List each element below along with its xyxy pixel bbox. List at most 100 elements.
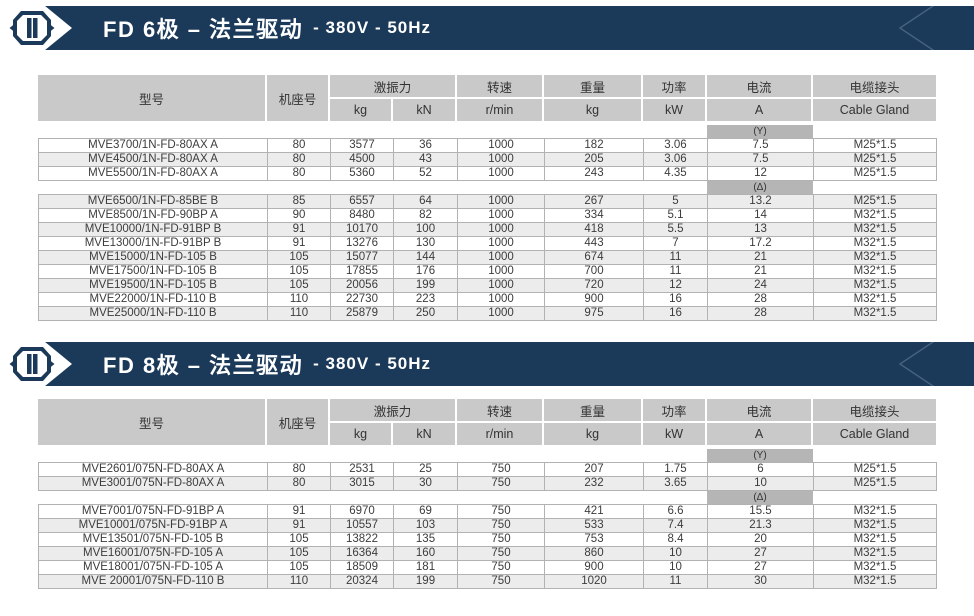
connection-marker-row: (Δ) — [38, 491, 936, 504]
col-unit-force-kn: kN — [393, 99, 455, 121]
value-cell: 1000 — [457, 236, 545, 251]
model-cell: MVE10000/1N-FD-91BP B — [38, 222, 268, 237]
section-banner-fd6: FD 6极 – 法兰驱动 - 380V - 50Hz — [8, 6, 974, 50]
col-header-current: 电流 — [707, 75, 811, 97]
spec-group-table: MVE6500/1N-FD-85BE B 85 6557 64 1000 267 5 13.2… — [38, 194, 937, 321]
value-cell: M32*1.5 — [813, 208, 937, 223]
value-cell: 110 — [267, 574, 331, 589]
value-cell: 182 — [544, 138, 644, 153]
col-unit-speed: r/min — [457, 99, 542, 121]
value-cell: 27 — [707, 546, 814, 561]
value-cell: 3577 — [330, 138, 394, 153]
value-cell: 750 — [457, 462, 545, 477]
value-cell: 30 — [393, 476, 458, 491]
value-cell: 267 — [544, 194, 644, 209]
model-cell: MVE18001/075N-FD-105 A — [38, 560, 268, 575]
value-cell: M32*1.5 — [813, 560, 937, 575]
value-cell: 334 — [544, 208, 644, 223]
col-header-speed: 转速 — [457, 399, 542, 421]
value-cell: 80 — [267, 476, 331, 491]
model-cell: MVE16001/075N-FD-105 A — [38, 546, 268, 561]
value-cell: 103 — [393, 518, 458, 533]
value-cell: 7.5 — [707, 152, 814, 167]
model-cell: MVE17500/1N-FD-105 B — [38, 264, 268, 279]
table-row: MVE7001/075N-FD-91BP A 91 6970 69 750 421 6.6 1… — [38, 504, 937, 519]
col-unit-weight: kg — [544, 99, 641, 121]
connection-marker: (Y) — [707, 125, 813, 138]
value-cell: 4500 — [330, 152, 394, 167]
col-header-gland: 电缆接头 — [813, 75, 936, 97]
table-row: MVE17500/1N-FD-105 B 105 17855 176 1000 700 11… — [38, 264, 937, 279]
model-cell: MVE13501/075N-FD-105 B — [38, 532, 268, 547]
value-cell: 105 — [267, 250, 331, 265]
table-row: MVE2601/075N-FD-80AX A 80 2531 25 750 207 1.75… — [38, 462, 937, 477]
col-header-speed: 转速 — [457, 75, 542, 97]
chevron-left-decoration-icon — [898, 342, 935, 386]
value-cell: 25879 — [330, 306, 394, 321]
value-cell: M32*1.5 — [813, 574, 937, 589]
value-cell: 130 — [393, 236, 458, 251]
spec-group-table: MVE3700/1N-FD-80AX A 80 3577 36 1000 182 3.06 7… — [38, 138, 937, 181]
banner-title: FD 8极 – 法兰驱动 — [103, 353, 304, 378]
value-cell: 1000 — [457, 138, 545, 153]
model-cell: MVE 20001/075N-FD-110 B — [38, 574, 268, 589]
value-cell: 110 — [267, 306, 331, 321]
value-cell: 6557 — [330, 194, 394, 209]
value-cell: 20324 — [330, 574, 394, 589]
value-cell: M25*1.5 — [813, 152, 937, 167]
value-cell: 250 — [393, 306, 458, 321]
motor-brand-icon — [9, 347, 55, 381]
value-cell: M32*1.5 — [813, 532, 937, 547]
col-header-force: 激振力 — [330, 399, 455, 421]
value-cell: M25*1.5 — [813, 194, 937, 209]
value-cell: 421 — [544, 504, 644, 519]
table-row: MVE8500/1N-FD-90BP A 90 8480 82 1000 334 5.1 14… — [38, 208, 937, 223]
value-cell: 16 — [643, 292, 708, 307]
value-cell: 28 — [707, 292, 814, 307]
value-cell: 10 — [643, 560, 708, 575]
value-cell: 7 — [643, 236, 708, 251]
value-cell: 13 — [707, 222, 814, 237]
value-cell: 181 — [393, 560, 458, 575]
banner-subtitle: - 380V - 50Hz — [313, 354, 432, 373]
connection-marker-row: (Δ) — [38, 181, 936, 194]
model-cell: MVE3001/075N-FD-80AX A — [38, 476, 268, 491]
value-cell: M32*1.5 — [813, 250, 937, 265]
motor-brand-icon — [9, 11, 55, 45]
value-cell: 6970 — [330, 504, 394, 519]
table-row: MVE6500/1N-FD-85BE B 85 6557 64 1000 267 5 13.2… — [38, 194, 937, 209]
spec-group-table: MVE2601/075N-FD-80AX A 80 2531 25 750 207 1.75… — [38, 462, 937, 491]
value-cell: M25*1.5 — [813, 138, 937, 153]
value-cell: 100 — [393, 222, 458, 237]
value-cell: 750 — [457, 546, 545, 561]
value-cell: 16 — [643, 306, 708, 321]
value-cell: 10 — [643, 546, 708, 561]
value-cell: 1000 — [457, 194, 545, 209]
value-cell: 105 — [267, 532, 331, 547]
value-cell: 750 — [457, 476, 545, 491]
value-cell: 18509 — [330, 560, 394, 575]
value-cell: 24 — [707, 278, 814, 293]
value-cell: 3.06 — [643, 152, 708, 167]
value-cell: 36 — [393, 138, 458, 153]
table-row: MVE16001/075N-FD-105 A 105 16364 160 750 860 1… — [38, 546, 937, 561]
value-cell: M32*1.5 — [813, 278, 937, 293]
model-cell: MVE15000/1N-FD-105 B — [38, 250, 268, 265]
col-unit-current: A — [707, 423, 811, 445]
value-cell: 82 — [393, 208, 458, 223]
value-cell: 52 — [393, 166, 458, 181]
col-unit-force-kg: kg — [330, 99, 391, 121]
model-cell: MVE4500/1N-FD-80AX A — [38, 152, 268, 167]
value-cell: 85 — [267, 194, 331, 209]
model-cell: MVE19500/1N-FD-105 B — [38, 278, 268, 293]
value-cell: M32*1.5 — [813, 292, 937, 307]
value-cell: 443 — [544, 236, 644, 251]
banner-title: FD 6极 – 法兰驱动 — [103, 17, 304, 42]
value-cell: 418 — [544, 222, 644, 237]
value-cell: 1000 — [457, 208, 545, 223]
value-cell: 900 — [544, 292, 644, 307]
col-unit-power: kW — [643, 423, 705, 445]
value-cell: 4.35 — [643, 166, 708, 181]
col-unit-weight: kg — [544, 423, 641, 445]
value-cell: 12 — [643, 278, 708, 293]
